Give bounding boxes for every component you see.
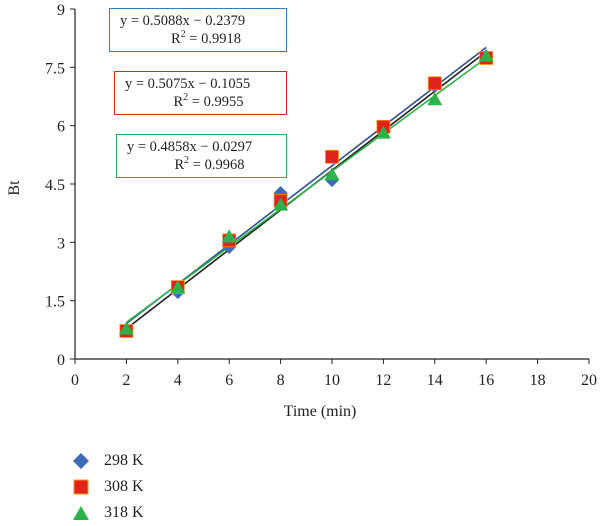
point-318k-0 — [118, 321, 134, 335]
x-tick-label-4: 4 — [174, 372, 182, 389]
point-308k-4 — [325, 149, 339, 164]
point-318k-6 — [427, 92, 443, 106]
x-axis-title: Time (min) — [284, 403, 357, 420]
x-tick-label-8: 8 — [277, 372, 285, 389]
point-308k-6 — [427, 76, 442, 91]
r2-298k: R2 = 0.9918 — [171, 29, 241, 47]
x-tick-label-16: 16 — [478, 372, 494, 389]
x-tick-label-14: 14 — [427, 372, 443, 389]
point-318k-3 — [273, 197, 289, 211]
y-axis-title: Bt — [6, 180, 23, 196]
point-318k-4 — [324, 167, 340, 181]
legend-label-318k: 318 K — [104, 504, 144, 521]
equation-box-298k: y = 0.5088x − 0.2379 R2 = 0.9918 — [109, 8, 287, 52]
y-tick-label-6: 6 — [57, 119, 65, 136]
point-318k-2 — [221, 229, 237, 243]
point-318k-7 — [478, 48, 494, 62]
legend-item-308k: 308 K — [72, 474, 144, 500]
r2-308k: R2 = 0.9955 — [173, 92, 244, 110]
x-tick-label-18: 18 — [530, 372, 546, 389]
x-tick-label-2: 2 — [122, 372, 130, 389]
y-tick-label-4.5: 4.5 — [45, 177, 65, 194]
y-tick-label-9: 9 — [57, 2, 65, 19]
x-tick-label-6: 6 — [225, 372, 233, 389]
triangle-marker-icon — [73, 506, 89, 520]
y-tick-label-1.5: 1.5 — [45, 294, 65, 311]
x-tick-label-10: 10 — [324, 372, 340, 389]
point-318k-1 — [170, 280, 186, 294]
point-318k-5 — [375, 125, 391, 139]
equation-308k: y = 0.5075x − 0.1055 — [125, 76, 251, 92]
y-tick-label-3: 3 — [57, 235, 65, 252]
equation-box-318k: y = 0.4858x − 0.0297 R2 = 0.9968 — [116, 134, 287, 178]
y-tick-label-7.5: 7.5 — [45, 60, 65, 77]
r2-318k: R2 = 0.9968 — [174, 155, 245, 173]
trendline-318k — [125, 57, 487, 324]
x-tick-label-0: 0 — [71, 372, 79, 389]
legend-item-298k: 298 K — [72, 448, 144, 474]
legend: 298 K 308 K 318 K — [72, 448, 144, 526]
square-marker-icon — [73, 479, 89, 495]
legend-label-298k: 298 K — [104, 452, 144, 469]
equation-318k: y = 0.4858x − 0.0297 — [127, 139, 253, 155]
diamond-marker-icon — [73, 453, 89, 469]
equation-298k: y = 0.5088x − 0.2379 — [120, 13, 246, 29]
equation-box-308k: y = 0.5075x − 0.1055 R2 = 0.9955 — [114, 71, 287, 115]
legend-label-308k: 308 K — [104, 478, 144, 495]
y-tick-label-0: 0 — [57, 352, 65, 369]
x-tick-label-20: 20 — [581, 372, 597, 389]
legend-item-318k: 318 K — [72, 500, 144, 526]
x-tick-label-12: 12 — [375, 372, 391, 389]
